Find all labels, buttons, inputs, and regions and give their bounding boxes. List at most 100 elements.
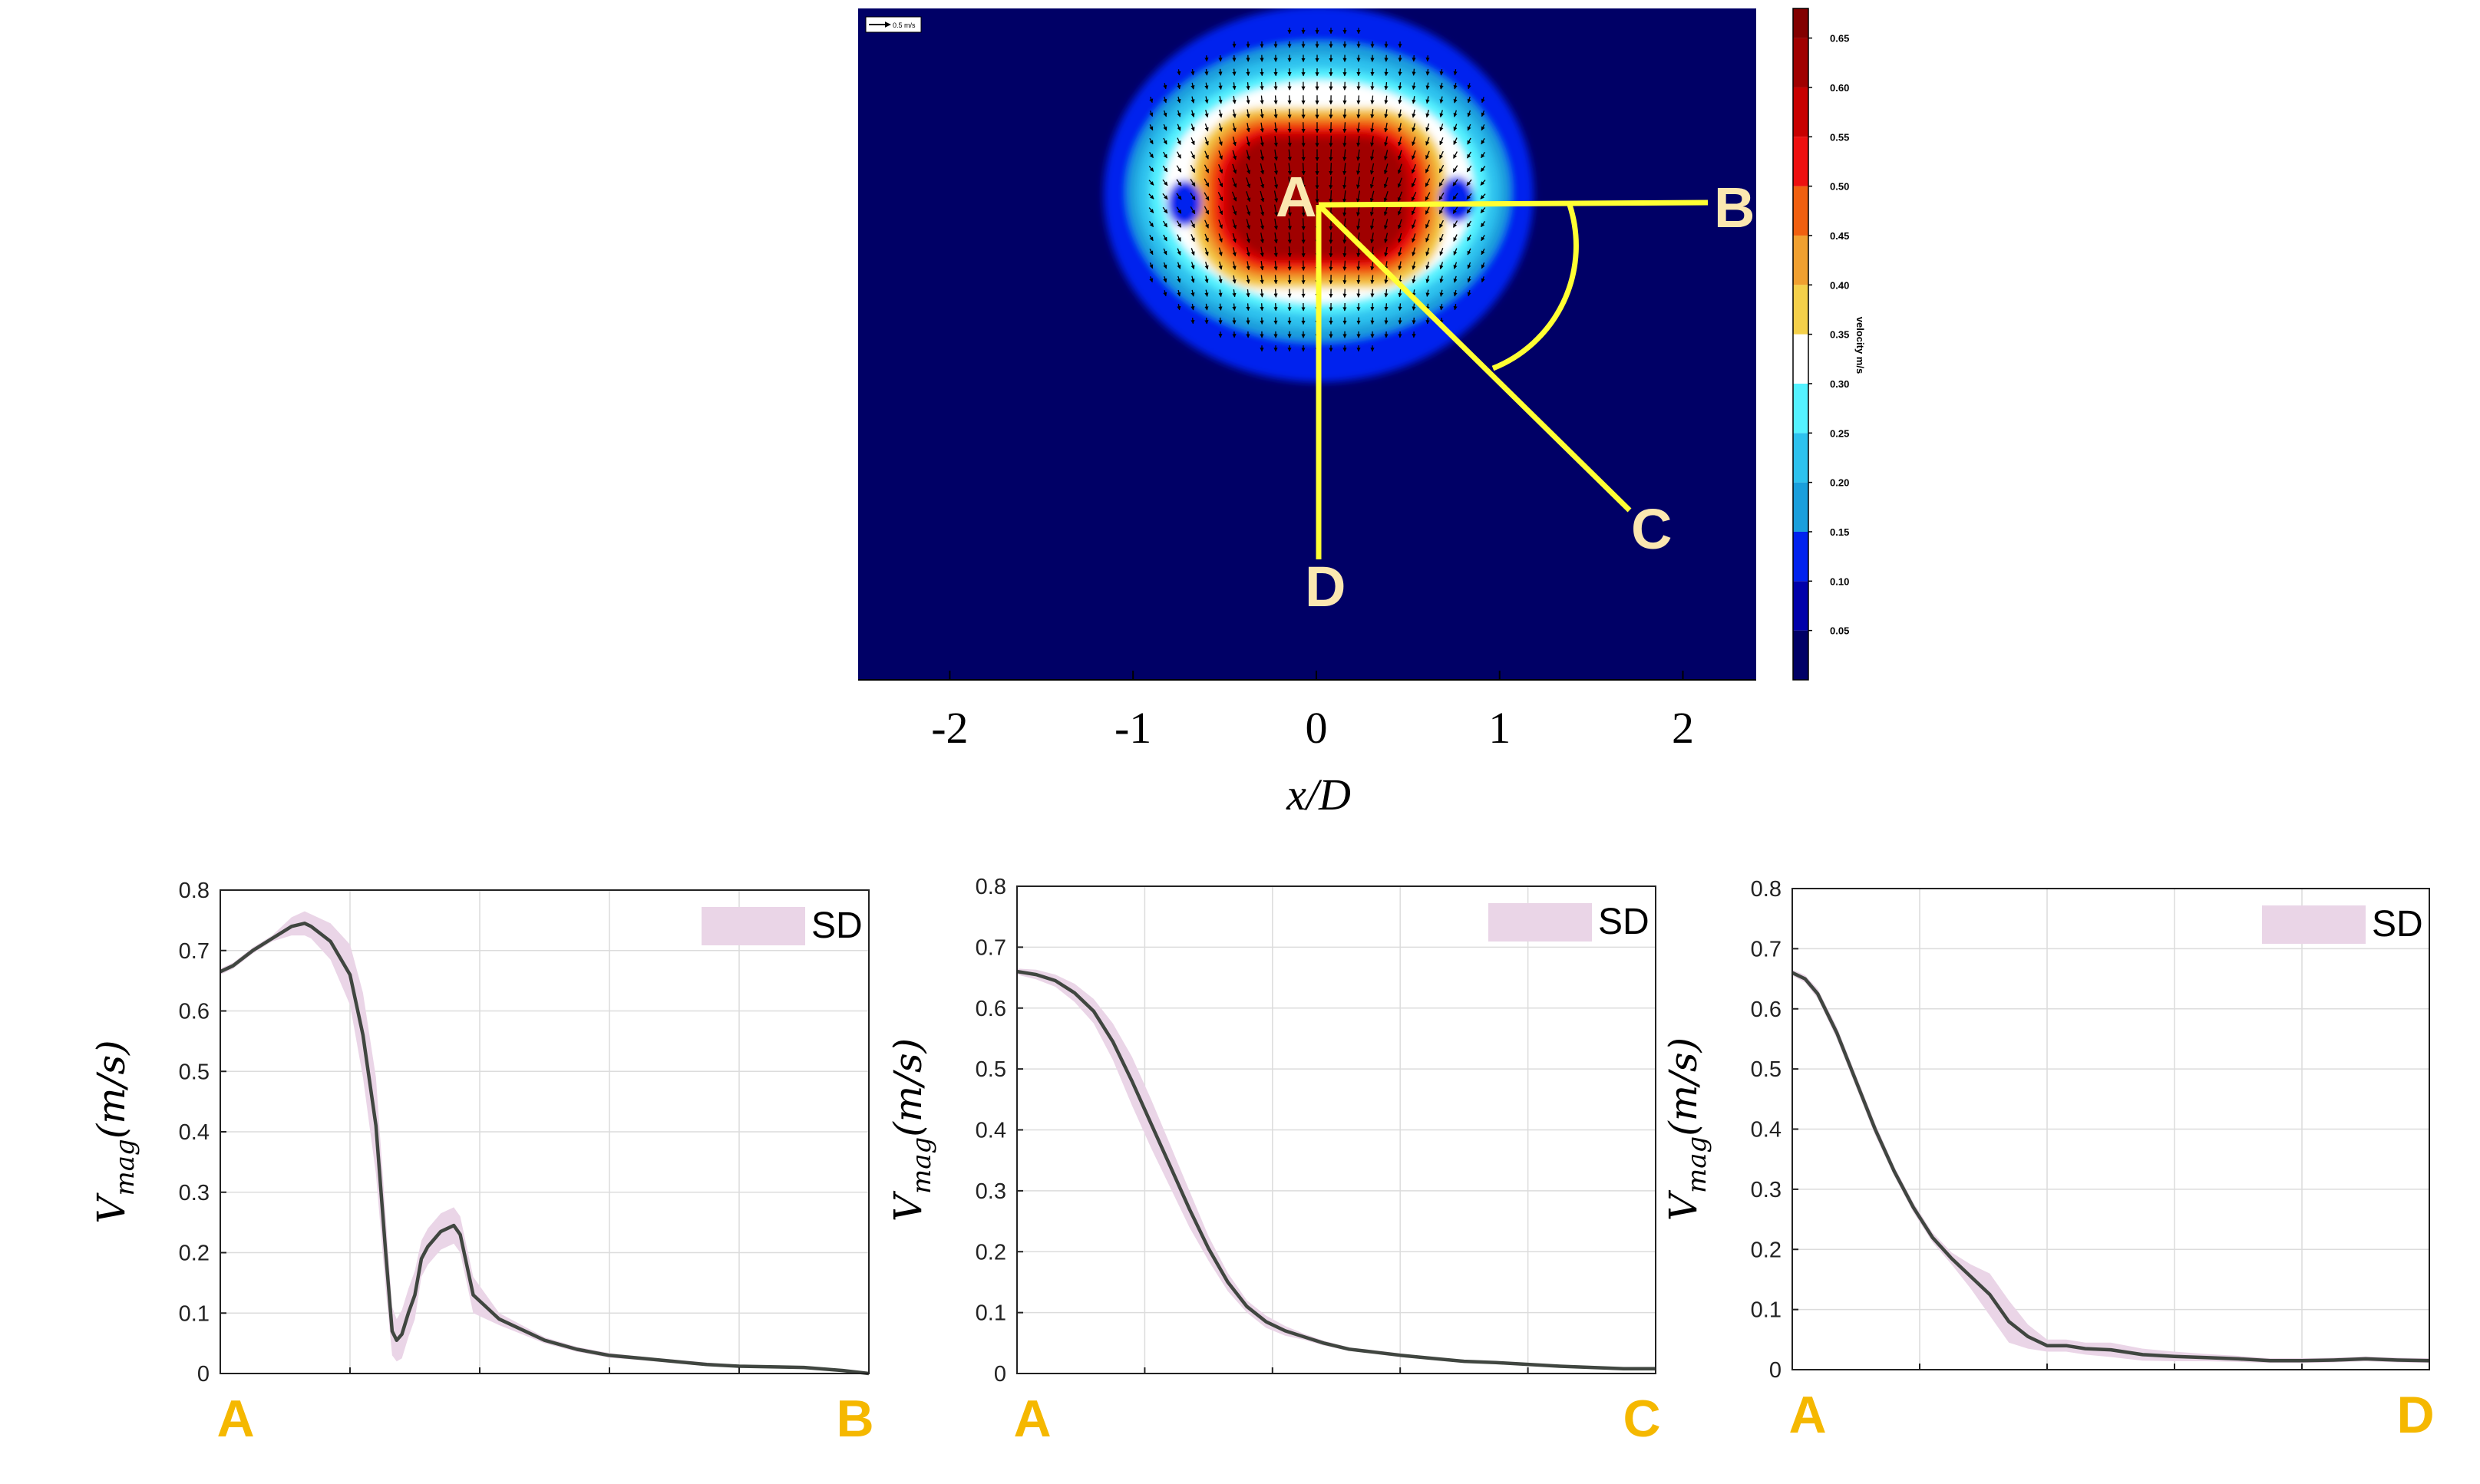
vector-arrow <box>1412 123 1416 132</box>
vector-arrow <box>1329 176 1333 190</box>
vector-arrow <box>1398 317 1402 325</box>
vector-arrow <box>1190 164 1196 173</box>
vector-arrow <box>1177 248 1181 256</box>
vector-arrow <box>1467 290 1471 297</box>
colorbar-band <box>1793 433 1808 483</box>
vector-arrow <box>1190 137 1195 146</box>
vector-arrow <box>1425 137 1430 146</box>
vector-arrow <box>1481 262 1485 269</box>
vector-arrow <box>1218 303 1223 311</box>
colorbar-band <box>1793 8 1808 38</box>
colorbar-label: velocity m/s <box>1854 317 1866 374</box>
vector-arrow <box>1329 135 1333 147</box>
vector-arrow <box>1149 235 1154 242</box>
vector-arrow <box>1342 246 1347 258</box>
vector-arrow <box>1246 177 1251 189</box>
vector-arrow <box>1370 122 1375 133</box>
y-tick-label: 0.7 <box>976 935 1006 960</box>
chart-a-c: 0 0.1 0.2 0.3 0.4 0.5 0.6 0.7 0.8 Vmag(m/s) SD A C <box>886 875 1661 1448</box>
reference-arrow: 0.5 m/s <box>865 16 922 33</box>
vector-arrow <box>1232 289 1237 298</box>
vector-arrow <box>1149 152 1154 159</box>
vector-arrow <box>1356 246 1361 258</box>
vector-arrow <box>1411 191 1417 202</box>
vector-arrow <box>1467 275 1471 283</box>
vector-arrow <box>1481 234 1485 242</box>
y-tick-label: 0.8 <box>179 879 210 903</box>
y-tick-label: 0.2 <box>179 1242 210 1266</box>
vector-arrow <box>1412 247 1416 256</box>
vector-arrow <box>1356 108 1361 119</box>
vector-arrow <box>1467 151 1471 159</box>
path-lines <box>1316 200 1709 559</box>
vector-arrow <box>1439 150 1444 160</box>
vector-arrow <box>1453 289 1458 297</box>
vector-arrow <box>1260 150 1265 161</box>
vector-arrow <box>1356 163 1361 175</box>
vector-arrow <box>1329 149 1333 162</box>
vector-arrow <box>1260 136 1264 147</box>
vector-arrow <box>1232 275 1237 284</box>
point-label-a: A <box>1276 165 1316 229</box>
angle-arc <box>1491 203 1579 371</box>
vector-arrow <box>1190 124 1195 132</box>
y-tick-label: 0.1 <box>179 1301 210 1326</box>
vector-arrow <box>1273 176 1279 189</box>
vector-arrow <box>1370 149 1375 161</box>
point-label-c: C <box>1631 497 1672 561</box>
y-tick-label: 0.4 <box>1751 1118 1782 1143</box>
vector-arrow <box>1177 69 1181 76</box>
vector-arrow <box>1204 219 1209 229</box>
vector-arrow <box>1260 204 1265 216</box>
vector-arrow <box>1273 149 1278 161</box>
vector-arrow <box>1190 206 1196 215</box>
vector-arrow <box>1232 205 1237 216</box>
vector-arrow <box>1384 246 1389 257</box>
vector-arrow <box>1425 261 1430 270</box>
colorbar-tick-label: 0.05 <box>1830 625 1849 637</box>
vector-arrow <box>1425 275 1430 284</box>
vector-arrow <box>1287 176 1292 190</box>
vector-arrow <box>1467 124 1471 131</box>
vector-arrow <box>1412 275 1416 284</box>
vector-arrow <box>1453 151 1458 159</box>
vector-arrow <box>1163 124 1167 131</box>
vector-arrow <box>1342 122 1347 134</box>
vector-arrow <box>1383 177 1389 189</box>
vector-arrow <box>1246 136 1250 147</box>
vector-arrow <box>1149 249 1154 256</box>
vector-arrow <box>1370 136 1375 147</box>
vector-arrow <box>1177 110 1181 117</box>
vector-arrow <box>1190 275 1195 283</box>
vector-arrow <box>1260 190 1265 203</box>
colorbar-tick-label: 0.30 <box>1830 378 1849 390</box>
vector-arrow <box>1439 137 1444 146</box>
vector-arrow <box>1149 138 1154 145</box>
vector-arrow <box>1260 275 1264 285</box>
vector-arrow <box>1204 275 1209 284</box>
vector-arrow <box>1218 109 1223 118</box>
vector-arrow <box>1452 179 1458 186</box>
vector-arrow <box>1148 166 1154 172</box>
vector-arrow <box>1232 247 1237 257</box>
vector-arrow <box>1246 109 1250 119</box>
vector-arrow <box>1466 206 1472 214</box>
y-axis-label: Vmag(m/s) <box>89 1040 140 1223</box>
vector-arrow <box>1369 176 1375 189</box>
vector-arrow <box>1177 151 1181 159</box>
vector-arrow <box>1425 192 1431 201</box>
vector-arrow <box>1398 95 1402 104</box>
legend-swatch-sd <box>2262 905 2366 944</box>
vector-arrow <box>1342 149 1347 161</box>
vector-arrow <box>1453 248 1458 256</box>
vector-arrow <box>1190 289 1195 297</box>
vector-arrow <box>1217 178 1223 188</box>
y-tick-label: 0.8 <box>1751 877 1782 902</box>
vector-arrow <box>1218 219 1223 229</box>
vector-arrow <box>1301 135 1306 147</box>
vector-arrow <box>1273 122 1278 133</box>
vector-arrow <box>1190 96 1195 104</box>
vector-arrow <box>1383 163 1389 175</box>
vector-arrow <box>1412 137 1416 147</box>
y-tick-label: 0.5 <box>976 1057 1006 1082</box>
